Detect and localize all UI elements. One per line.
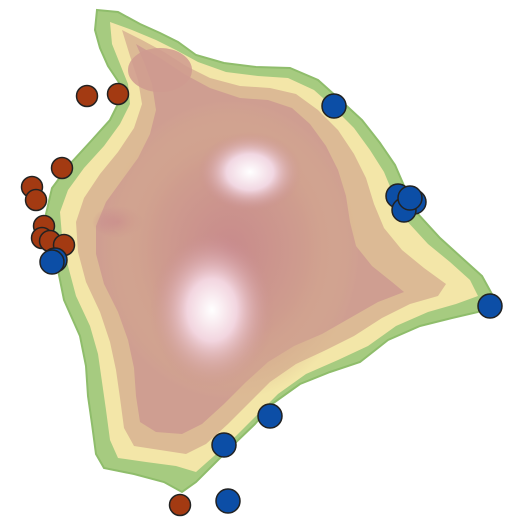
orange-marker[interactable]	[168, 493, 192, 517]
blue-marker[interactable]	[477, 293, 503, 319]
blue-marker[interactable]	[211, 432, 237, 458]
orange-marker[interactable]	[106, 82, 130, 106]
orange-marker[interactable]	[50, 156, 74, 180]
blue-marker[interactable]	[215, 488, 241, 514]
blue-marker[interactable]	[257, 403, 283, 429]
blue-marker[interactable]	[39, 249, 65, 275]
blue-marker[interactable]	[321, 93, 347, 119]
north-summit	[198, 132, 302, 212]
orange-marker[interactable]	[24, 188, 48, 212]
site-markers	[20, 82, 503, 517]
blue-marker[interactable]	[397, 185, 423, 211]
south-summit	[150, 232, 274, 388]
northern-plateau	[128, 48, 192, 92]
orange-marker[interactable]	[75, 84, 99, 108]
